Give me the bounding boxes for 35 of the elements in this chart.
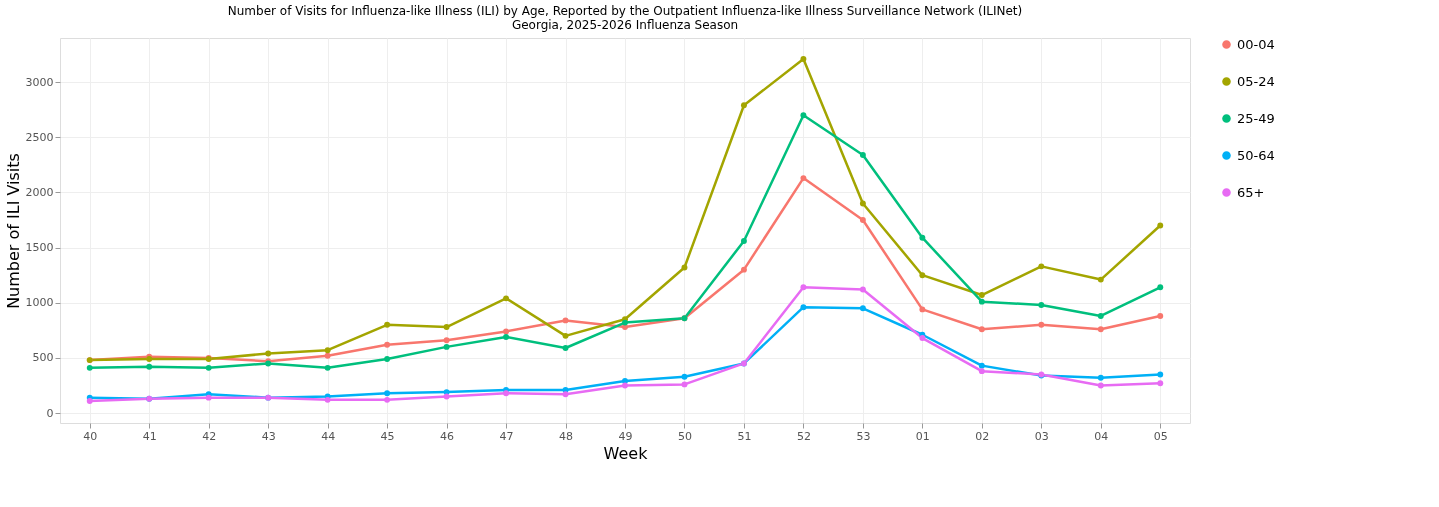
y-tick-label: 0 <box>46 406 54 420</box>
x-tick-label: 53 <box>856 429 871 443</box>
y-tick-label: 2500 <box>25 130 54 144</box>
y-tick-label: 2000 <box>25 185 54 199</box>
x-tick-label: 04 <box>1094 429 1109 443</box>
x-tick-label: 41 <box>142 429 157 443</box>
x-tick-label: 02 <box>975 429 990 443</box>
x-tick-label: 49 <box>618 429 633 443</box>
legend-label: 25-49 <box>1237 110 1275 126</box>
legend-label: 50-64 <box>1237 147 1275 163</box>
x-tick-label: 45 <box>380 429 395 443</box>
x-axis-title: Week <box>603 443 649 463</box>
x-tick-label: 43 <box>261 429 276 443</box>
y-tick-label: 500 <box>32 351 54 365</box>
x-tick-label: 01 <box>915 429 930 443</box>
y-tick-label: 3000 <box>25 75 54 89</box>
y-tick-label: 1500 <box>25 241 54 255</box>
legend-label: 65+ <box>1237 184 1265 200</box>
x-tick-label: 52 <box>796 429 811 443</box>
y-axis-title: Number of ILI Visits <box>3 153 23 309</box>
x-tick-label: 42 <box>202 429 217 443</box>
x-tick-label: 40 <box>83 429 98 443</box>
x-tick-label: 50 <box>677 429 692 443</box>
y-tick-label: 1000 <box>25 296 54 310</box>
x-tick-label: 03 <box>1034 429 1049 443</box>
x-tick-label: 48 <box>559 429 574 443</box>
x-tick-label: 47 <box>499 429 514 443</box>
x-tick-label: 51 <box>737 429 752 443</box>
legend-label: 05-24 <box>1237 73 1275 89</box>
x-tick-label: 46 <box>440 429 455 443</box>
legend-label: 00-04 <box>1237 36 1275 52</box>
chart-subtitle: Georgia, 2025-2026 Influenza Season <box>511 18 739 32</box>
x-tick-label: 05 <box>1153 429 1168 443</box>
chart-title: Number of Visits for Influenza-like Illness (ILI) by Age, Reported by the Outpatient Influenza-like Illness Surveillance Network (ILINet) <box>227 4 1023 18</box>
x-tick-label: 44 <box>321 429 336 443</box>
